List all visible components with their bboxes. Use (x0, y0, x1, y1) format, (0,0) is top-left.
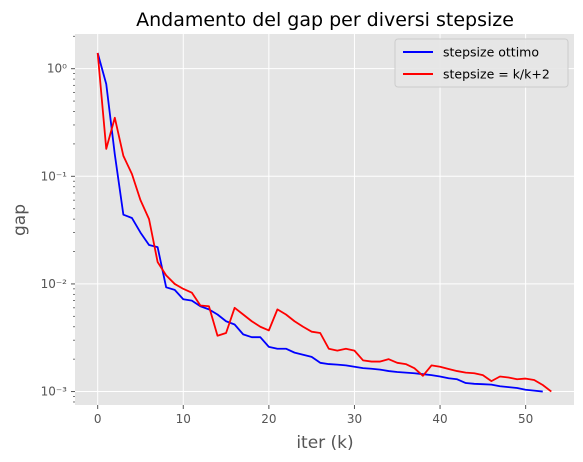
y-tick-label: 10⁰ (47, 62, 67, 76)
x-axis-label: iter (k) (296, 433, 353, 453)
axis-ticks: 0 10 20 30 40 50 10⁻³ 10⁻² 10⁻¹ 10⁰ (41, 35, 533, 426)
y-tick-label: 10⁻³ (41, 385, 68, 399)
legend-box (394, 38, 569, 88)
plot-area (75, 34, 574, 405)
y-axis-label: gap (10, 204, 30, 236)
legend-label-2: stepsize = k/k+2 (443, 67, 550, 82)
x-tick-label: 0 (94, 412, 102, 426)
series-line-1 (96, 52, 543, 393)
legend: stepsize ottimo stepsize = k/k+2 (394, 38, 569, 88)
series-line-2 (96, 52, 552, 393)
chart-title: Andamento del gap per diversi stepsize (136, 9, 514, 31)
series-lines (96, 52, 552, 393)
x-tick-label: 50 (518, 412, 533, 426)
x-tick-label: 10 (176, 412, 191, 426)
x-tick-label: 20 (261, 412, 276, 426)
y-tick-label: 10⁻² (41, 277, 68, 291)
x-tick-label: 30 (347, 412, 362, 426)
y-tick-label: 10⁻¹ (41, 169, 68, 183)
legend-label-1: stepsize ottimo (443, 45, 539, 60)
x-tick-label: 40 (432, 412, 447, 426)
